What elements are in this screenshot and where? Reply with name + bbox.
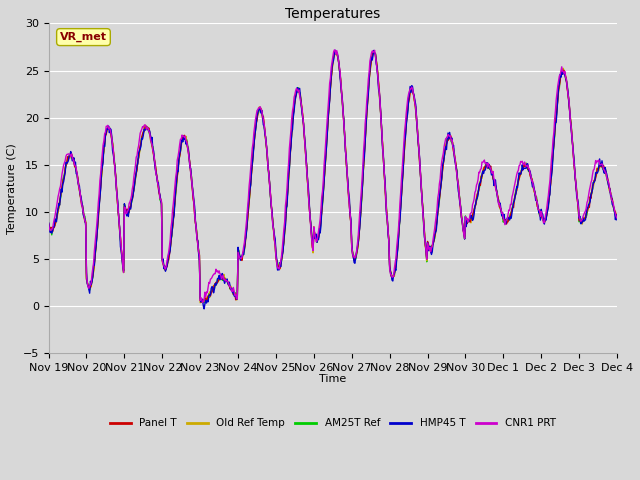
Old Ref Temp	[170, 218, 177, 224]
HMP45 T	[45, 220, 52, 226]
CNR1 PRT	[437, 165, 445, 171]
AM25T Ref	[170, 215, 177, 220]
HMP45 T	[200, 306, 208, 312]
HMP45 T	[437, 182, 445, 188]
Panel T	[194, 239, 202, 244]
AM25T Ref	[45, 222, 52, 228]
Panel T	[325, 106, 333, 112]
CNR1 PRT	[330, 47, 338, 53]
AM25T Ref	[325, 105, 333, 111]
Legend: Panel T, Old Ref Temp, AM25T Ref, HMP45 T, CNR1 PRT: Panel T, Old Ref Temp, AM25T Ref, HMP45 …	[106, 414, 560, 432]
Panel T	[563, 79, 570, 84]
Line: Panel T: Panel T	[49, 51, 617, 302]
CNR1 PRT	[45, 221, 52, 227]
HMP45 T	[563, 79, 570, 84]
Line: CNR1 PRT: CNR1 PRT	[49, 50, 617, 302]
Old Ref Temp	[45, 224, 52, 229]
Old Ref Temp	[613, 216, 621, 222]
AM25T Ref	[200, 300, 208, 305]
HMP45 T	[332, 48, 339, 53]
CNR1 PRT	[325, 93, 333, 99]
AM25T Ref	[613, 216, 621, 222]
Panel T	[45, 221, 52, 227]
Old Ref Temp	[381, 181, 388, 187]
Old Ref Temp	[563, 78, 570, 84]
CNR1 PRT	[613, 215, 621, 221]
AM25T Ref	[563, 78, 570, 84]
Old Ref Temp	[325, 104, 333, 110]
Old Ref Temp	[437, 183, 445, 189]
Y-axis label: Temperature (C): Temperature (C)	[7, 143, 17, 234]
Old Ref Temp	[370, 48, 378, 54]
Panel T	[170, 217, 177, 223]
CNR1 PRT	[563, 76, 570, 82]
Line: HMP45 T: HMP45 T	[49, 50, 617, 309]
HMP45 T	[194, 238, 202, 243]
CNR1 PRT	[198, 300, 206, 305]
AM25T Ref	[194, 241, 202, 247]
HMP45 T	[381, 176, 388, 181]
AM25T Ref	[370, 49, 378, 55]
Panel T	[369, 48, 377, 54]
CNR1 PRT	[381, 182, 388, 188]
HMP45 T	[325, 107, 333, 112]
AM25T Ref	[381, 181, 388, 187]
Panel T	[437, 182, 445, 188]
Old Ref Temp	[196, 300, 204, 306]
Panel T	[613, 216, 621, 221]
HMP45 T	[170, 216, 177, 221]
CNR1 PRT	[170, 201, 177, 206]
Line: AM25T Ref: AM25T Ref	[49, 52, 617, 302]
Old Ref Temp	[194, 242, 202, 248]
Panel T	[197, 299, 205, 305]
X-axis label: Time: Time	[319, 374, 346, 384]
Panel T	[381, 180, 388, 186]
Text: VR_met: VR_met	[60, 32, 107, 42]
AM25T Ref	[437, 183, 445, 189]
CNR1 PRT	[194, 241, 202, 247]
Line: Old Ref Temp: Old Ref Temp	[49, 51, 617, 303]
Title: Temperatures: Temperatures	[285, 7, 380, 21]
HMP45 T	[613, 217, 621, 223]
